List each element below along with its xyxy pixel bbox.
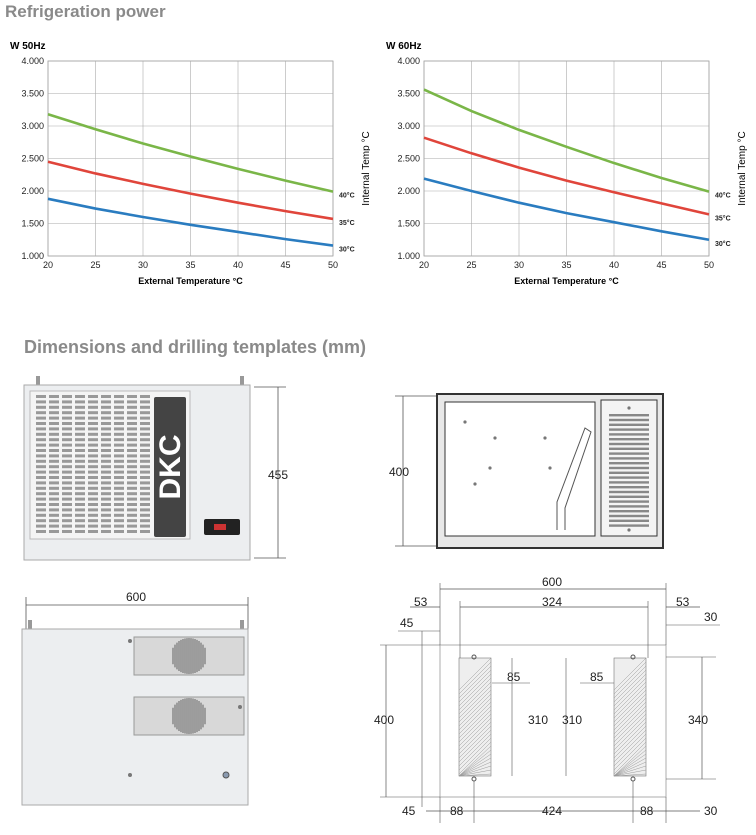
x-tick-label: 40 <box>609 260 619 270</box>
top-view-drawing: 600 <box>21 590 249 806</box>
y-tick-label: 3.000 <box>21 121 44 131</box>
template-top-right-margin: 30 <box>704 610 718 624</box>
template-cutout-width-left: 85 <box>507 670 521 684</box>
cutout-hatch <box>458 657 647 777</box>
x-tick-label: 45 <box>656 260 666 270</box>
series-line-0 <box>423 88 710 193</box>
x-tick-label: 40 <box>233 260 243 270</box>
template-span-top: 324 <box>542 595 562 609</box>
y-tick-label: 2.500 <box>397 154 420 164</box>
x-tick-label: 35 <box>561 260 571 270</box>
internal-temp-label: Internal Temp °C <box>737 131 748 205</box>
dimensions-heading: Dimensions and drilling templates (mm) <box>24 337 367 357</box>
side-grill <box>609 414 649 527</box>
y-tick-label: 1.500 <box>397 219 420 229</box>
x-tick-label: 20 <box>419 260 429 270</box>
x-tick-label: 45 <box>280 260 290 270</box>
series-label: 30°C <box>715 240 731 248</box>
template-bottom-right-offset: 88 <box>640 804 654 818</box>
x-tick-label: 35 <box>185 260 195 270</box>
y-tick-label: 4.000 <box>21 56 44 66</box>
x-tick-label: 30 <box>514 260 524 270</box>
side-view-drawing: 400 <box>389 393 664 549</box>
series-label: 40°C <box>715 192 731 200</box>
template-cutout-height-left: 310 <box>528 713 548 727</box>
series-label: 30°C <box>339 246 355 254</box>
series-line-0 <box>47 113 334 193</box>
template-total-height: 400 <box>374 713 394 727</box>
x-tick-label: 50 <box>328 260 338 270</box>
template-span-bottom: 424 <box>542 804 562 818</box>
fan-grill <box>172 638 206 734</box>
series-line-2 <box>47 197 334 247</box>
series-label: 35°C <box>715 214 731 222</box>
series-line-1 <box>423 136 710 216</box>
y-tick-label: 1.000 <box>397 251 420 261</box>
internal-temp-label: Internal Temp °C <box>361 131 370 205</box>
front-view-drawing: DKC 455 <box>23 376 288 561</box>
y-tick-label: 1.000 <box>21 251 44 261</box>
y-tick-label: 2.000 <box>21 186 44 196</box>
x-axis-label: External Temperature °C <box>514 276 619 286</box>
template-overall-width: 600 <box>542 575 562 589</box>
y-tick-label: 3.500 <box>21 89 44 99</box>
template-left-offset: 53 <box>414 595 428 609</box>
drilling-template: 600 53 324 53 45 30 400 85 310 310 85 34… <box>374 575 720 823</box>
template-cutout-height-right: 310 <box>562 713 582 727</box>
x-tick-label: 30 <box>138 260 148 270</box>
front-height-label: 455 <box>268 468 288 482</box>
x-tick-label: 25 <box>90 260 100 270</box>
y-tick-label: 2.000 <box>397 186 420 196</box>
side-height-label: 400 <box>389 465 409 479</box>
series-label: 35°C <box>339 219 355 227</box>
template-hole-span-right: 340 <box>688 713 708 727</box>
x-tick-label: 20 <box>43 260 53 270</box>
template-bottom-right-margin: 30 <box>704 804 718 818</box>
y-tick-label: 3.000 <box>397 121 420 131</box>
template-bottom-left-margin: 45 <box>402 804 416 818</box>
x-tick-label: 25 <box>466 260 476 270</box>
series-line-2 <box>423 177 710 242</box>
y-tick-label: 1.500 <box>21 219 44 229</box>
chart-title: W 60Hz <box>386 41 422 52</box>
template-cutout-width-right: 85 <box>590 670 604 684</box>
front-grill <box>36 395 150 533</box>
y-tick-label: 4.000 <box>397 56 420 66</box>
y-tick-label: 2.500 <box>21 154 44 164</box>
x-tick-label: 50 <box>704 260 714 270</box>
y-tick-label: 3.500 <box>397 89 420 99</box>
template-bottom-left-offset: 88 <box>450 804 464 818</box>
refrigeration-heading: Refrigeration power <box>5 2 166 21</box>
logo-text: DKC <box>154 435 187 500</box>
template-top-left-margin: 45 <box>400 616 414 630</box>
chart-60hz: W 60Hz 20 25 30 35 40 45 50 1.000 1.500 2.000 2.500… <box>386 41 748 286</box>
template-right-offset: 53 <box>676 595 690 609</box>
chart-50hz: W 50Hz 20 25 30 35 40 45 50 1.000 1.500 2.000 2.500… <box>10 41 370 286</box>
series-line-1 <box>47 160 334 221</box>
top-width-label: 600 <box>126 590 146 604</box>
series-label: 40°C <box>339 192 355 200</box>
x-axis-label: External Temperature °C <box>138 276 243 286</box>
chart-title: W 50Hz <box>10 41 46 52</box>
